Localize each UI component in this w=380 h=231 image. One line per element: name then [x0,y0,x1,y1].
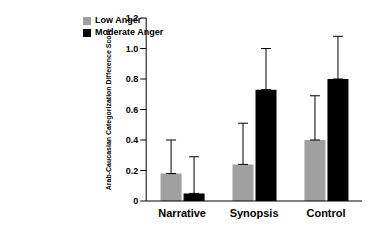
svg-text:0.6: 0.6 [126,105,139,115]
svg-text:Control: Control [306,207,345,219]
svg-text:1.2: 1.2 [126,13,139,23]
svg-text:0: 0 [133,196,138,206]
svg-text:1.0: 1.0 [126,44,139,54]
svg-text:0.2: 0.2 [126,166,139,176]
svg-text:Synopsis: Synopsis [230,207,279,219]
svg-text:Narrative: Narrative [158,207,206,219]
svg-text:0.4: 0.4 [126,135,139,145]
svg-text:Arab-Caucasian Categorization: Arab-Caucasian Categorization Difference… [105,29,113,191]
svg-text:0.8: 0.8 [126,74,139,84]
